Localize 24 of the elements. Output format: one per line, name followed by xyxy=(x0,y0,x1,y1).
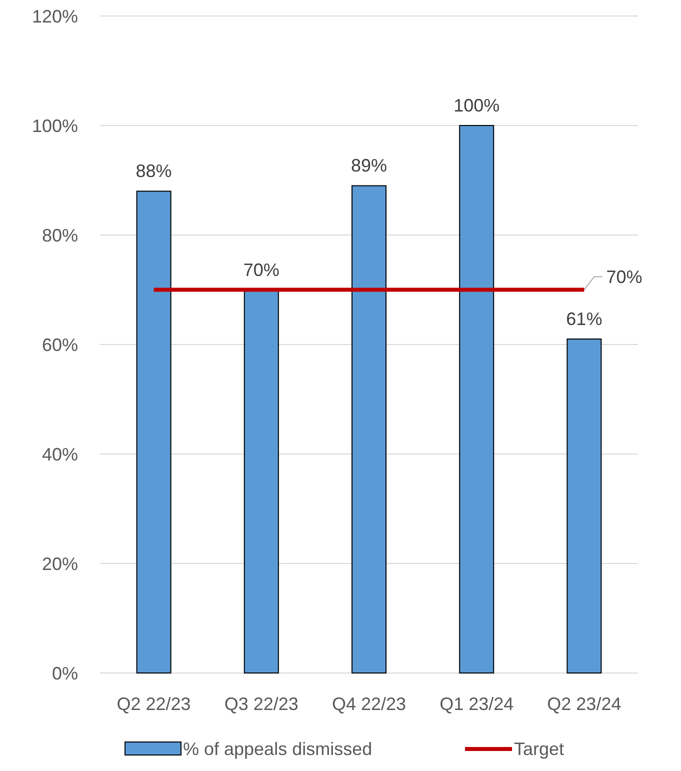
data-label: 61% xyxy=(566,309,602,330)
bar xyxy=(136,190,172,674)
x-tick-label: Q1 23/24 xyxy=(440,694,514,714)
x-tick-label: Q2 23/24 xyxy=(547,694,622,714)
y-tick-label: 0% xyxy=(52,663,78,684)
bar xyxy=(459,125,494,674)
legend-label: % of appeals dismissed xyxy=(183,739,372,759)
y-tick-label: 20% xyxy=(42,554,78,574)
y-tick-label: 100% xyxy=(32,116,78,136)
bar xyxy=(566,338,602,674)
data-label: 70% xyxy=(243,260,280,280)
x-tick-label: Q3 22/23 xyxy=(224,694,298,714)
data-label: 88% xyxy=(136,161,172,182)
bar xyxy=(352,185,386,674)
data-label: 70% xyxy=(606,266,642,287)
data-label: 89% xyxy=(350,156,388,176)
legend-label: Target xyxy=(514,739,564,759)
y-tick-label: 120% xyxy=(32,6,78,26)
data-label: 100% xyxy=(454,96,500,116)
y-tick-label: 40% xyxy=(42,444,78,464)
x-tick-label: Q2 22/23 xyxy=(116,694,191,714)
y-tick-label: 60% xyxy=(42,334,78,355)
y-tick-label: 80% xyxy=(42,225,78,246)
x-tick-label: Q4 22/23 xyxy=(332,694,406,714)
